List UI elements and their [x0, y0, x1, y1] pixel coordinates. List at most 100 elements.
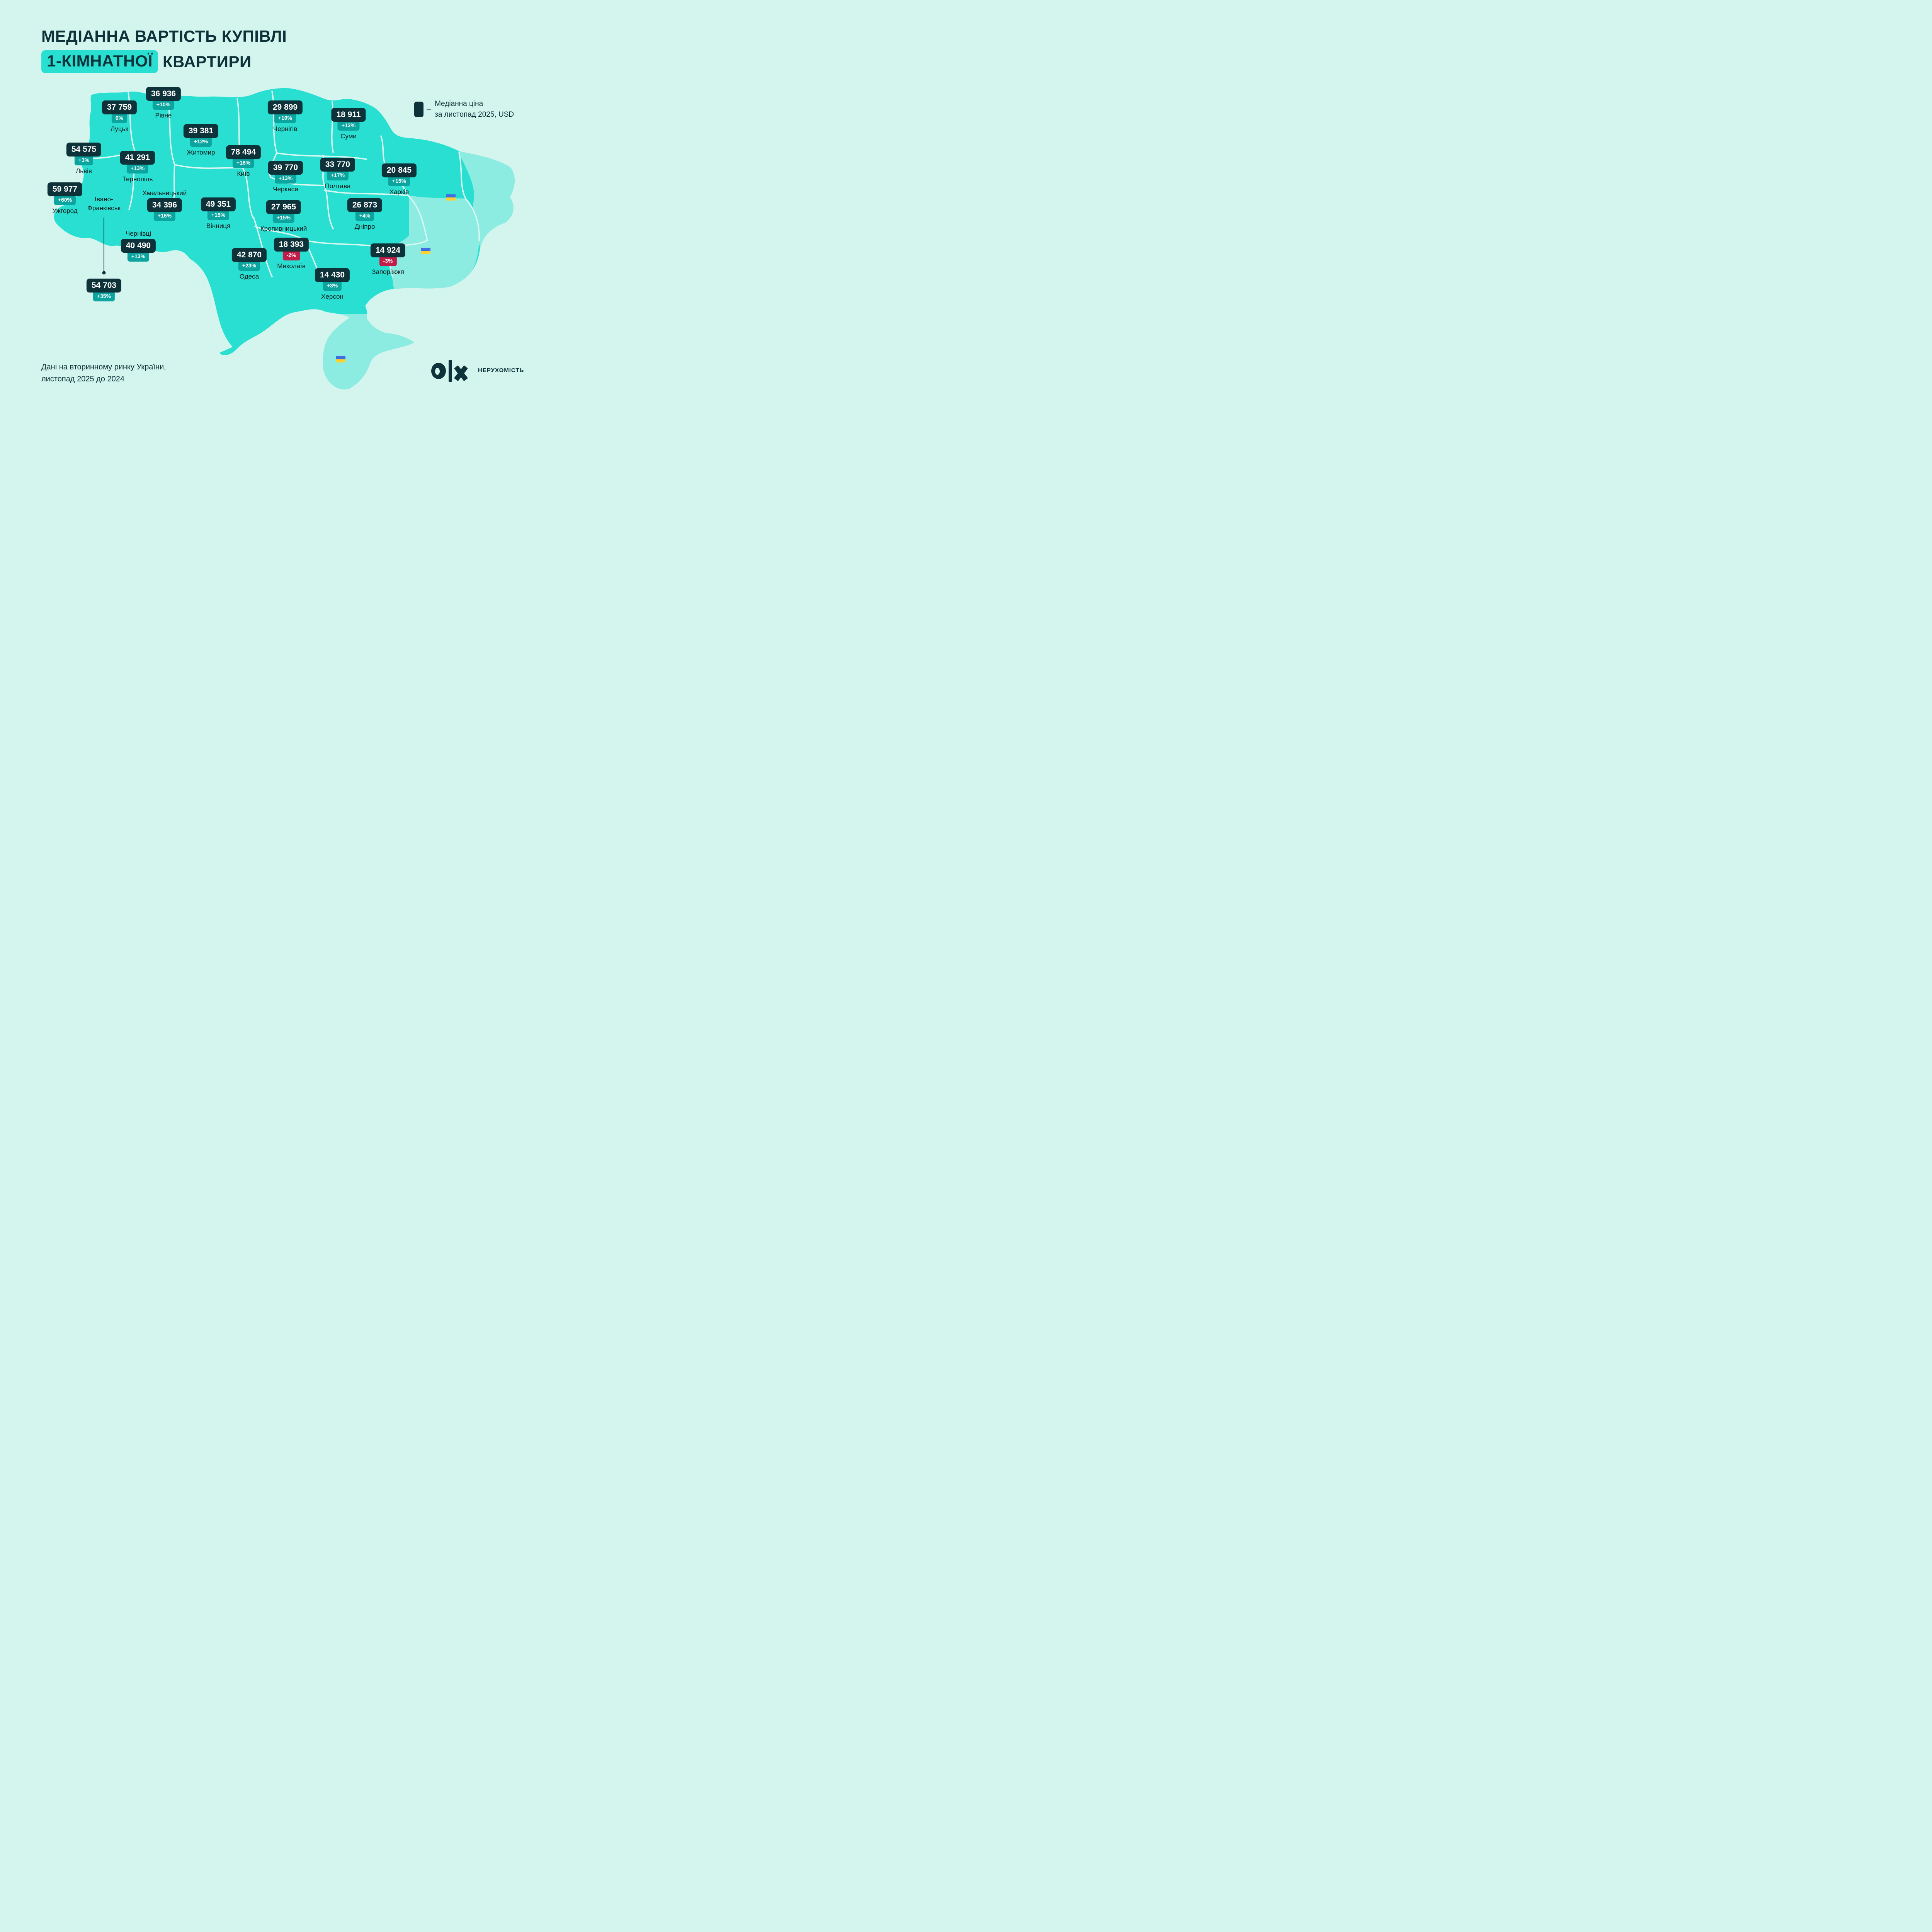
city-label: Івано- Франківськ: [87, 195, 121, 213]
price-badge: 33 770: [320, 158, 355, 172]
city-label: Харків: [389, 188, 409, 196]
city-label: Луцьк: [111, 125, 128, 133]
price-badge: 26 873: [347, 198, 383, 212]
footnote-line2: листопад 2025 до 2024: [41, 375, 124, 383]
city-label: Полтава: [325, 182, 351, 190]
legend-text: Медіанна ціна за листопад 2025, USD: [435, 99, 514, 120]
price-badge: 18 911: [331, 108, 366, 122]
price-badge: 18 393: [274, 238, 309, 252]
title-line2-rest: КВАРТИРИ: [162, 52, 252, 71]
percent-badge: +16%: [232, 158, 255, 168]
percent-badge: +15%: [388, 176, 410, 186]
percent-badge: +3%: [323, 281, 342, 291]
city-group-vinnytsia: 49 351 +15% Вінниця: [201, 197, 236, 230]
price-badge: 49 351: [201, 197, 236, 211]
city-label: Київ: [237, 170, 250, 177]
percent-badge: 0%: [111, 113, 128, 123]
price-badge: 29 899: [267, 100, 303, 114]
legend-dash: –: [427, 105, 431, 114]
city-label: Суми: [340, 133, 357, 140]
percent-badge: +12%: [337, 120, 360, 131]
price-badge: 41 291: [120, 151, 155, 165]
title-highlight: 1-КІМНАТНОЇ: [41, 50, 158, 73]
price-badge: 39 770: [268, 161, 303, 175]
percent-badge: +15%: [207, 210, 230, 220]
city-group-kharkiv: 20 845 +15% Харків: [381, 163, 417, 196]
legend-line2: за листопад 2025, USD: [435, 110, 514, 119]
city-label: Рівне: [155, 112, 172, 119]
title-line2: 1-КІМНАТНОЇ КВАРТИРИ: [41, 50, 287, 73]
percent-badge: +13%: [274, 173, 297, 184]
city-group-zhytomyr: 39 381 +12% Житомир: [183, 124, 219, 156]
percent-badge: +23%: [238, 260, 260, 271]
city-group-kherson: 14 430 +3% Херсон: [315, 268, 350, 301]
city-group-uzhhorod: 59 977 +60% Ужгород: [47, 182, 83, 215]
price-badge: 59 977: [47, 182, 83, 196]
price-badge: 20 845: [381, 163, 417, 177]
ukraine-flag-icon-luhansk: [446, 194, 456, 201]
city-group-rivne: 36 936 +10% Рівне: [146, 87, 181, 119]
city-label-line: Франківськ: [87, 204, 121, 212]
price-badge: 54 575: [66, 143, 102, 156]
percent-badge: +10%: [152, 99, 175, 110]
city-label: Миколаїв: [277, 262, 306, 270]
city-group-zaporizhzhia: 14 924 -3% Запоріжжя: [370, 243, 406, 276]
price-badge: 37 759: [102, 100, 137, 114]
city-label: Кропивницький: [260, 225, 307, 232]
city-group-poltava: 33 770 +17% Полтава: [320, 158, 355, 190]
percent-badge: +12%: [190, 136, 212, 147]
ukraine-flag-icon-donetsk: [421, 248, 430, 254]
city-group-odesa: 42 870 +23% Одеса: [231, 248, 267, 281]
city-label: Хмельницький: [142, 189, 187, 197]
percent-badge: +15%: [272, 213, 295, 223]
legend: – Медіанна ціна за листопад 2025, USD: [414, 99, 514, 120]
callout-dot: [102, 271, 106, 275]
cities-layer: 37 759 0% Луцьк 36 936 +10% Рівне 29 899 +10% Че…: [0, 0, 567, 398]
price-badge: 14 924: [370, 243, 406, 257]
price-badge: 27 965: [266, 200, 301, 214]
city-label: Львів: [76, 167, 92, 175]
city-group-chernivtsi: Чернівці 40 490 +13%: [121, 230, 156, 262]
percent-badge: +10%: [274, 113, 296, 123]
city-group-dnipro: 26 873 +4% Дніпро: [347, 198, 383, 231]
city-group-kyiv: 78 494 +16% Київ: [226, 145, 261, 178]
city-group-mykolaiv: 18 393 -2% Миколаїв: [274, 238, 309, 270]
percent-badge: +13%: [126, 163, 149, 173]
city-group-kropyvnytskyi: 27 965 +15% Кропивницький: [260, 200, 307, 233]
price-badge-swatch: [414, 101, 423, 117]
city-label: Одеса: [239, 273, 259, 280]
percent-badge: -3%: [379, 256, 397, 266]
price-badge: 34 396: [147, 198, 182, 212]
percent-badge: +16%: [153, 211, 176, 221]
city-group-cherkasy: 39 770 +13% Черкаси: [268, 161, 303, 193]
city-label: Дніпро: [354, 223, 375, 230]
moldova-notch: [168, 251, 233, 353]
percent-badge: -2%: [282, 250, 300, 260]
percent-badge: +13%: [127, 251, 150, 262]
city-label: Черкаси: [273, 185, 298, 193]
price-badge: 54 703: [86, 279, 122, 293]
olx-logo-suffix: НЕРУХОМІСТЬ: [478, 367, 524, 374]
city-label: Тернопіль: [122, 175, 153, 183]
city-label-line: Івано-: [95, 196, 113, 203]
page-title: МЕДІАННА ВАРТІСТЬ КУПІВЛІ 1-КІМНАТНОЇ КВ…: [41, 27, 287, 73]
city-group-lviv: 54 575 +3% Львів: [66, 143, 102, 175]
ukraine-flag-icon-crimea: [336, 356, 345, 362]
city-label: Запоріжжя: [372, 268, 404, 276]
city-group-chernihiv: 29 899 +10% Чернігів: [267, 100, 303, 133]
percent-badge: +60%: [54, 195, 76, 205]
infographic-canvas: 37 759 0% Луцьк 36 936 +10% Рівне 29 899 +10% Че…: [0, 0, 567, 398]
city-label: Чернігів: [273, 125, 298, 133]
title-line1: МЕДІАННА ВАРТІСТЬ КУПІВЛІ: [41, 27, 287, 45]
city-group-lutsk: 37 759 0% Луцьк: [102, 100, 137, 133]
olx-logo-mark: [431, 360, 468, 382]
city-group-khmelnytskyi: Хмельницький 34 396 +16%: [143, 189, 187, 221]
olx-logo: НЕРУХОМІСТЬ: [431, 359, 524, 382]
percent-badge: +4%: [355, 211, 374, 221]
price-badge: 78 494: [226, 145, 261, 159]
legend-line1: Медіанна ціна: [435, 100, 483, 108]
city-group-ternopil: 41 291 +13% Тернопіль: [120, 151, 155, 183]
city-label: Херсон: [321, 293, 344, 300]
city-label: Ужгород: [52, 207, 78, 214]
city-label: Вінниця: [206, 222, 231, 230]
